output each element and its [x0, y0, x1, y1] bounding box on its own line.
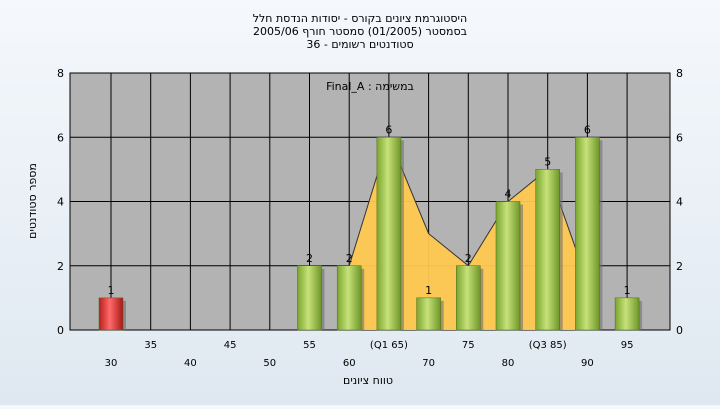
y-tick-label-right: 4: [676, 196, 683, 209]
x-tick-label-lower: 30: [105, 358, 118, 369]
x-tick-label-upper: 55: [303, 340, 316, 351]
chart-title-line-1: היסטוגרמת ציונים בקורס - יסודות הנדסת חל…: [253, 12, 467, 25]
bar-70: [416, 297, 441, 331]
x-tick-label-lower: 70: [422, 358, 435, 369]
chart-annotation: במשימה : Final_A: [326, 80, 414, 93]
y-tick-label-left: 0: [57, 324, 64, 337]
x-tick-label-lower: 90: [581, 358, 594, 369]
chart-title-line-3: סטודנטים רשומים - 36: [306, 38, 413, 51]
bar-value-label: 6: [385, 123, 392, 136]
y-tick-label-right: 2: [676, 260, 683, 273]
x-tick-label-upper: (Q3 85): [529, 340, 567, 351]
bar-(Q1 65): [376, 137, 402, 331]
bar-60: [336, 265, 362, 331]
x-tick-label-upper: 45: [224, 340, 237, 351]
y-tick-label-right: 0: [676, 324, 683, 337]
bar-value-label: 6: [584, 123, 591, 136]
y-tick-label-right: 8: [676, 67, 683, 80]
bar-80: [495, 201, 521, 331]
y-axis-title: מספר סטודנטים: [26, 163, 39, 239]
bar-value-label: 2: [306, 252, 313, 265]
x-tick-label-lower: 40: [184, 358, 197, 369]
x-tick-label-upper: 35: [144, 340, 157, 351]
bar-value-label: 4: [505, 188, 512, 201]
bar-90: [575, 137, 600, 331]
y-tick-label-left: 8: [57, 67, 64, 80]
bar-value-label: 1: [425, 284, 432, 297]
bars-layer: [98, 137, 643, 331]
y-tick-label-left: 2: [57, 260, 64, 273]
data-labels-layer: 1 2 2 6 1 2 4 5 6 1: [108, 123, 631, 297]
x-tick-label-lower: 60: [343, 358, 356, 369]
x-tick-label-lower: 50: [263, 358, 276, 369]
x-axis-title: טווח ציונים: [343, 374, 393, 387]
bar-55: [297, 265, 322, 331]
x-tick-label-lower: 80: [502, 358, 515, 369]
bar-value-label: 2: [346, 252, 353, 265]
bar-value-label: 1: [108, 284, 115, 297]
x-tick-label-upper: 95: [621, 340, 634, 351]
bar-30: [98, 297, 124, 331]
y-tick-label-right: 6: [676, 131, 683, 144]
bar-value-label: 5: [544, 155, 551, 168]
bar-(Q3 85): [535, 169, 560, 331]
y-tick-label-left: 4: [57, 196, 64, 209]
chart-title-line-2: בסמסטר (01/2005) סמסטר חורף 2005/06: [253, 25, 467, 38]
bar-75: [456, 265, 481, 331]
y-tick-label-left: 6: [57, 131, 64, 144]
x-tick-label-upper: 75: [462, 340, 475, 351]
bar-value-label: 1: [624, 284, 631, 297]
bar-95: [614, 297, 640, 331]
x-tick-label-upper: (Q1 65): [370, 340, 408, 351]
bar-value-label: 2: [465, 252, 472, 265]
